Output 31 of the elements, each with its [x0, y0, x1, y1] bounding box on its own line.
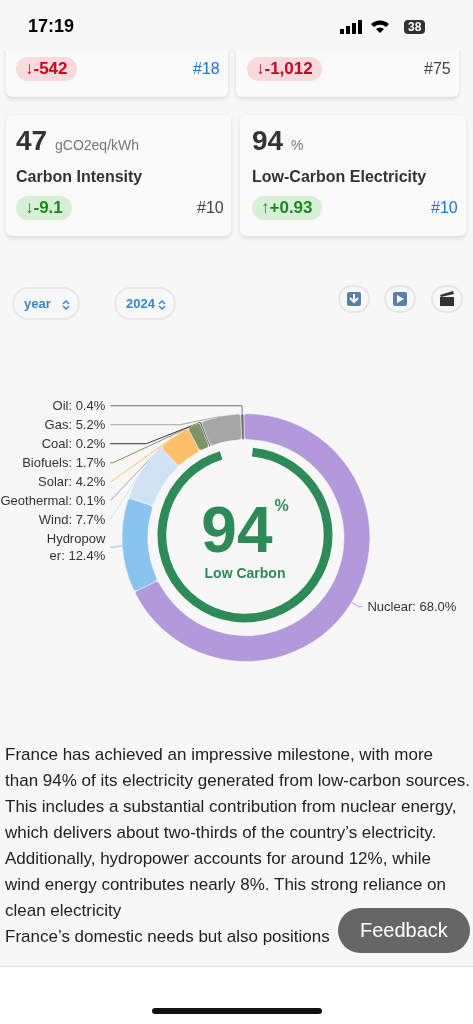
text: ↓-9.1 [16, 196, 72, 220]
text: ↓-1,012 [247, 57, 322, 81]
slice-label: Hydropower: 12.4% [46, 531, 106, 564]
text: 94 [252, 125, 284, 157]
slice-label: Geothermal: 0.1% [0, 493, 106, 509]
text: 47 [16, 125, 48, 157]
text: 2024 [114, 287, 176, 320]
text: Carbon Intensity [16, 168, 143, 186]
text: Low-Carbon Electricity [252, 168, 427, 186]
slice-label: Oil: 0.4% [52, 398, 106, 414]
data-label: 94% [201, 493, 289, 566]
text: year [12, 287, 80, 320]
text: #10 [431, 199, 458, 217]
text: 17:19 [28, 16, 75, 37]
text: 38 [404, 20, 426, 34]
text: gCO2eq/kWh [55, 137, 140, 153]
slice-label: Biofuels: 1.7% [22, 455, 106, 471]
text: #10 [197, 199, 224, 217]
slice-label: Coal: 0.2% [41, 436, 106, 452]
text: Feedback [338, 908, 470, 953]
text: #18 [193, 60, 220, 78]
slice-label: Solar: 4.2% [38, 474, 106, 490]
slice-label: Wind: 7.7% [38, 512, 106, 528]
slice-label: Gas: 5.2% [44, 417, 106, 433]
text: ↓-542 [16, 57, 77, 81]
text: ↑+0.93 [252, 196, 322, 220]
text: #75 [424, 60, 451, 78]
slice-label: Nuclear: 68.0% [367, 599, 457, 615]
text: % [291, 137, 304, 153]
text: France’s domestic needs but also positions [5, 927, 330, 946]
slice-label: Low Carbon [204, 564, 286, 581]
